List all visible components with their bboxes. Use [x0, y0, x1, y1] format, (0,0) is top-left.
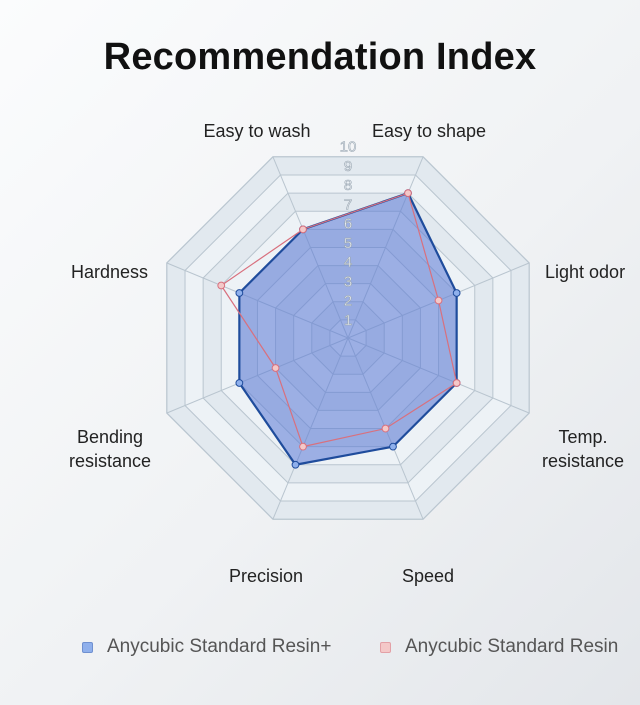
radar-tick-labels: 1 2 3 4 5 6 7 8 9 10 — [339, 138, 357, 329]
axis-label-4: Temp. resistance — [542, 427, 624, 471]
radar-tick-label: 2 — [344, 293, 352, 310]
radar-series — [217, 189, 461, 469]
radar-tick-label: 8 — [344, 177, 352, 194]
axis-label-5: Speed — [402, 566, 454, 586]
axis-label-7: Bending resistance — [69, 427, 151, 471]
chart-title: Recommendation Index — [103, 36, 537, 78]
axis-label-2: Easy to shape — [372, 121, 486, 141]
radar-tick-label: 6 — [344, 216, 352, 233]
series-2-point-4 — [452, 379, 461, 387]
legend-swatch-resin-plus — [82, 641, 93, 653]
radar-tick-label: 7 — [344, 196, 352, 213]
axis-label-1: Easy to wash — [203, 121, 310, 141]
series-1-point-6 — [291, 460, 300, 469]
series-2-point-3 — [434, 296, 443, 305]
series-2-point-7 — [271, 364, 280, 372]
radar-tick-label: 10 — [340, 139, 357, 156]
radar-tick-label: 1 — [344, 312, 352, 329]
legend: Anycubic Standard Resin+ Anycubic Standa… — [0, 636, 640, 666]
series-1-point-5 — [389, 442, 397, 451]
series-2-point-1 — [299, 225, 307, 234]
radar-tick-label: 3 — [344, 273, 352, 290]
legend-label-resin: Anycubic Standard Resin — [405, 636, 619, 657]
legend-label-resin-plus: Anycubic Standard Resin+ — [107, 636, 332, 657]
axis-label-3: Light odor — [545, 262, 625, 282]
axis-label-8: Hardness — [71, 262, 148, 282]
axis-label-6: Precision — [229, 566, 303, 586]
series-2-point-8 — [217, 281, 226, 290]
legend-swatch-resin — [380, 641, 391, 653]
series-2-point-5 — [381, 424, 390, 433]
series-2-point-2 — [404, 189, 412, 198]
radar-tick-label: 4 — [344, 254, 352, 271]
legend-item-resin[interactable]: Anycubic Standard Resin — [380, 636, 618, 658]
legend-item-resin-plus[interactable]: Anycubic Standard Resin+ — [82, 636, 331, 658]
series-1-point-8 — [235, 289, 244, 297]
series-2-point-6 — [299, 442, 307, 451]
series-1-point-3 — [452, 289, 461, 297]
radar-tick-label: 5 — [344, 235, 352, 252]
radar-tick-label: 9 — [344, 158, 352, 175]
series-1-point-7 — [235, 379, 244, 387]
radar-axis-labels: Easy to wash Easy to shape Light odor Temp.… — [69, 121, 625, 586]
